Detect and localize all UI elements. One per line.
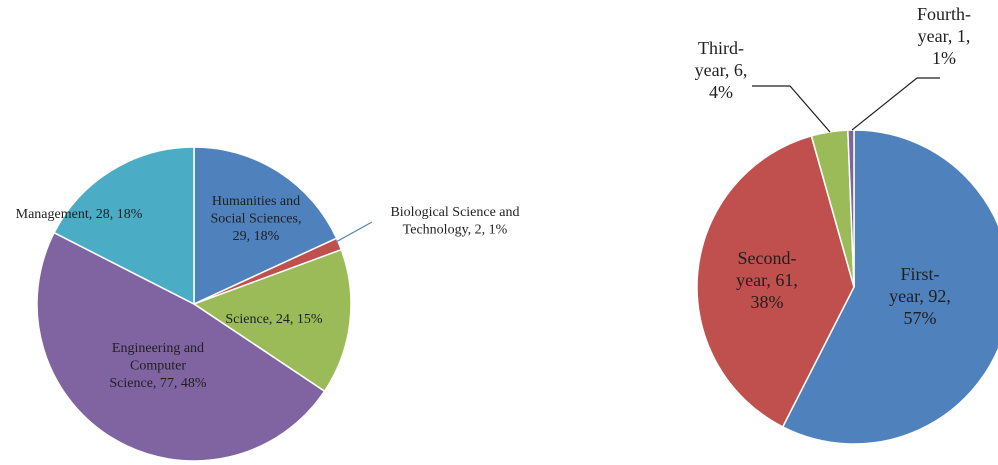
pie-slice-science (192, 248, 352, 393)
data-label-second-year: Second-year, 61, 38% (736, 248, 798, 312)
data-label-science: Science, 24, 15% (225, 312, 323, 327)
data-label-engineering-and-computer-science: Engineering and Computer Science, 77, 48% (109, 341, 207, 391)
leader-line-third-year (752, 85, 831, 133)
data-label-humanities-and-social-sciences: Humanities and Social Sciences, 29, 18% (211, 194, 302, 244)
data-label-management: Management, 28, 18% (16, 207, 143, 222)
data-label-third-year: Third-year, 6, 4% (695, 38, 748, 102)
pie-chart-study-year: First-year, 92, 57% Second-year, 61, 38% Thi… (695, 4, 998, 445)
pie-slice-first-year (781, 129, 998, 445)
data-label-biological-science-and-technology: Biological Science and Technology, 2, 1% (390, 205, 519, 238)
pie-slice-management (53, 146, 195, 306)
data-label-first-year: First-year, 92, 57% (889, 264, 951, 328)
pie-slice-humanities-and-social-sciences (193, 146, 338, 306)
pie-chart-departments: Humanities and Social Sciences, 29, 18% Bio… (16, 146, 520, 462)
leader-line-biological-science-and-technology (335, 221, 373, 243)
data-label-fourth-year: Fourth-year, 1, 1% (917, 4, 971, 68)
pie-slice-engineering-and-computer-science (36, 231, 326, 462)
leader-line-fourth-year (851, 77, 940, 131)
pie-slice-fourth-year (847, 129, 855, 288)
pie-slice-second-year (696, 134, 855, 428)
